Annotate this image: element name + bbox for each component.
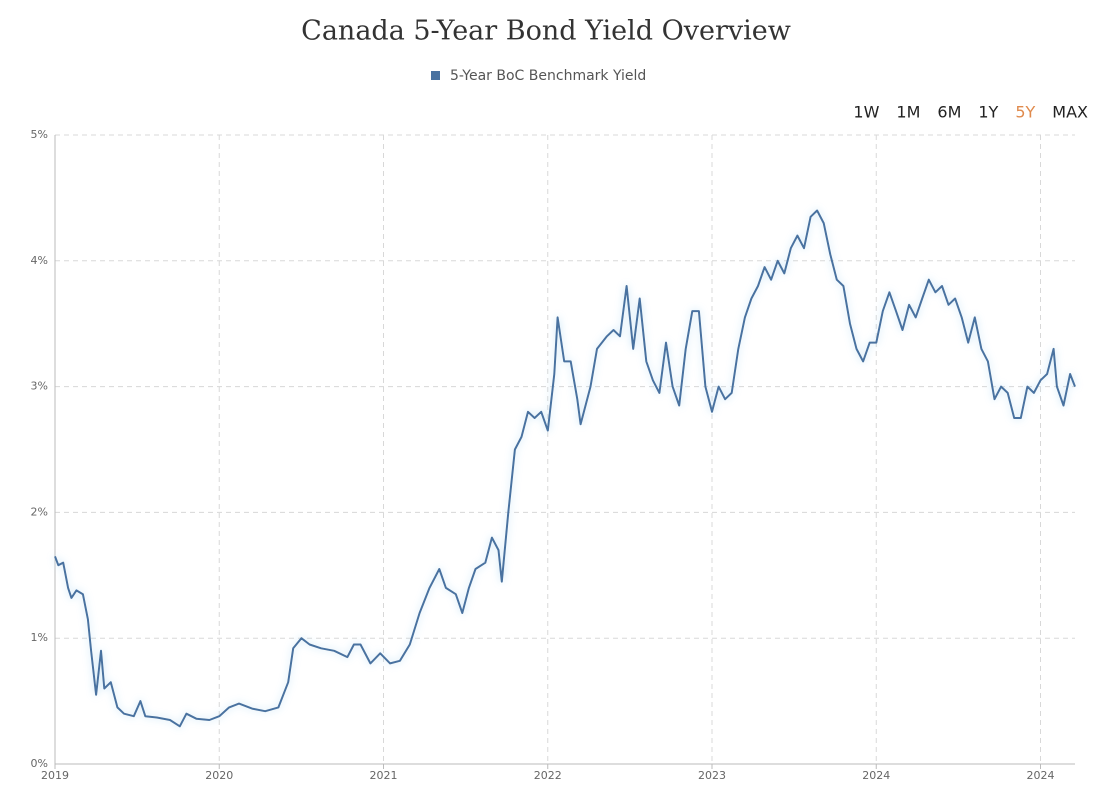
range-button[interactable]: 6M [937,103,961,122]
x-tick-label: 2020 [205,769,233,782]
x-tick-label: 2021 [370,769,398,782]
range-button[interactable]: 1M [896,103,920,122]
y-tick-label: 5% [31,128,48,141]
range-button[interactable]: 1W [853,103,879,122]
series-line [54,209,1076,728]
y-tick-label: 1% [31,631,48,644]
legend-label: 5-Year BoC Benchmark Yield [450,68,646,84]
range-button[interactable]: 1Y [978,103,998,122]
range-button[interactable]: 5Y [1015,103,1035,122]
x-tick-label: 2024 [1027,769,1055,782]
y-tick-label: 2% [31,505,48,518]
range-button[interactable]: MAX [1052,103,1088,122]
x-tick-label: 2024 [862,769,890,782]
y-tick-label: 4% [31,254,48,267]
y-tick-label: 3% [31,380,48,393]
x-tick-label: 2023 [698,769,726,782]
chart-title: Canada 5-Year Bond Yield Overview [301,16,791,47]
y-tick-label: 0% [31,757,48,770]
x-tick-label: 2022 [534,769,562,782]
legend-swatch [431,71,440,80]
x-tick-label: 2019 [41,769,69,782]
